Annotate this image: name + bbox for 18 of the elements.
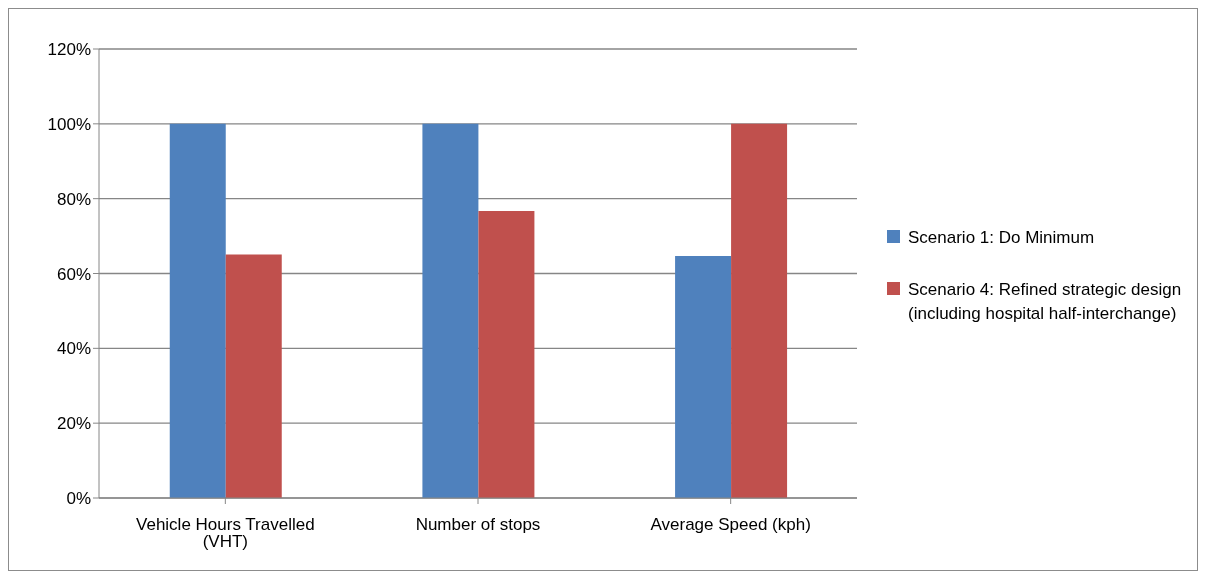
legend-label: Scenario 4: Refined strategic design (including hospital half-interchange) [908,278,1183,325]
x-tick-label: Vehicle Hours Travelled (VHT) [136,515,315,552]
y-tick-label: 80% [56,189,91,209]
bar [422,123,479,498]
y-tick-label: 0% [66,489,91,509]
y-tick-label: 20% [56,414,91,434]
y-tick-label: 60% [56,264,91,284]
y-tick-label: 40% [56,339,91,359]
bar [478,211,535,498]
bar [675,255,732,498]
legend-label: Scenario 1: Do Minimum [908,226,1095,249]
x-tick-label: Number of stops [415,515,541,535]
y-tick-label: 120% [47,40,91,60]
y-tick-label: 100% [47,114,91,134]
x-tick-label: Average Speed (kph) [650,515,811,535]
bar [169,123,226,498]
bar [225,254,282,498]
bar [731,123,788,498]
